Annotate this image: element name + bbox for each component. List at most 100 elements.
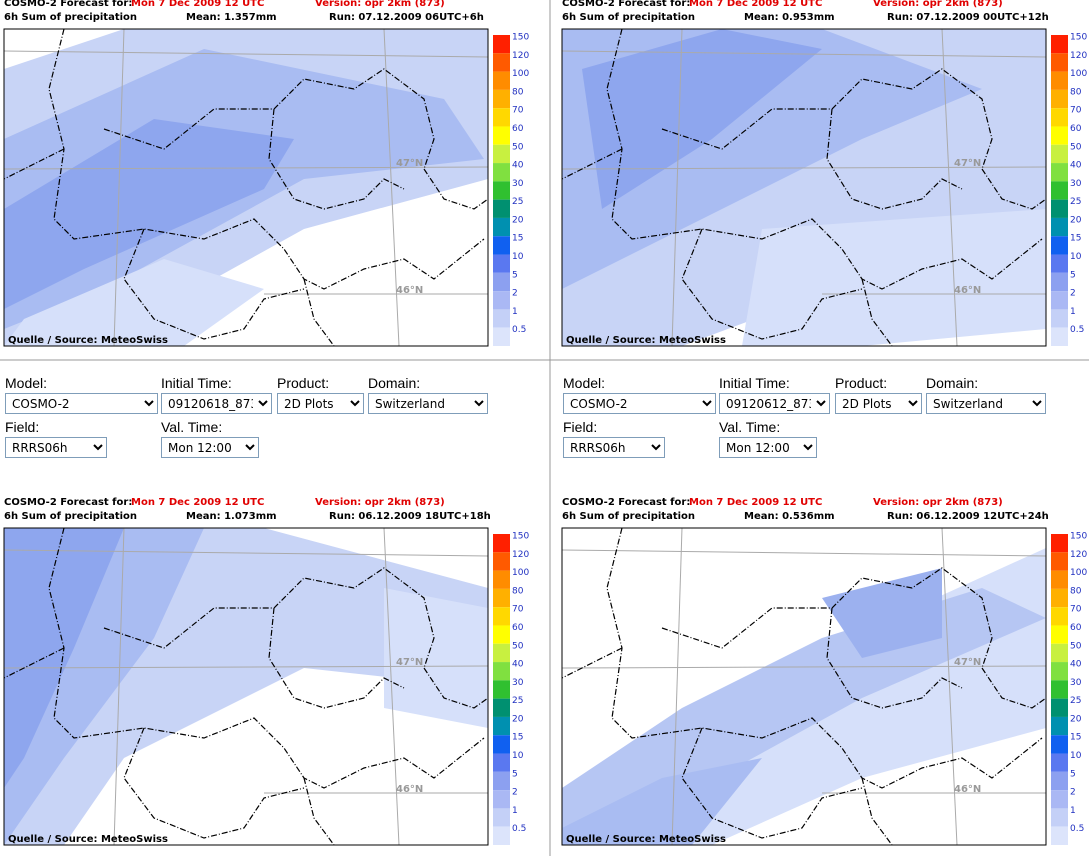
legend-label: 80 bbox=[1070, 87, 1082, 97]
legend-label: 30 bbox=[1070, 678, 1082, 688]
legend-swatch bbox=[1051, 291, 1068, 310]
source: Quelle / Source: MeteoSwiss bbox=[566, 834, 726, 845]
field-select[interactable]: 2D Plots bbox=[277, 393, 364, 414]
lat-label: 46°N bbox=[954, 285, 981, 296]
grid-line bbox=[562, 50, 1046, 58]
forecast-panel: COSMO-2 Forecast for:Mon 7 Dec 2009 12 U… bbox=[561, 497, 1087, 846]
legend-label: 120 bbox=[512, 550, 529, 560]
legend-swatch bbox=[1051, 826, 1068, 845]
lat-label: 46°N bbox=[396, 285, 423, 296]
border bbox=[562, 647, 623, 679]
field-label: Field: bbox=[563, 419, 598, 435]
field-select[interactable]: RRRS06h bbox=[563, 437, 665, 458]
run: Run: 06.12.2009 18UTC+18h bbox=[329, 511, 491, 522]
legend-swatch bbox=[1051, 144, 1068, 164]
border bbox=[268, 108, 405, 210]
field-select[interactable]: 09120612_873 bbox=[719, 393, 830, 414]
legend-swatch bbox=[1051, 53, 1068, 72]
source: Quelle / Source: MeteoSwiss bbox=[566, 335, 726, 346]
legend-swatch bbox=[493, 35, 510, 54]
field-select[interactable]: 09120618_873 bbox=[161, 393, 272, 414]
field-select[interactable]: Mon 12:00 bbox=[719, 437, 817, 458]
field-select[interactable]: RRRS06h bbox=[5, 437, 107, 458]
legend-label: 5 bbox=[1070, 769, 1076, 779]
field-label: Val. Time: bbox=[719, 419, 781, 435]
map: 47°N 46°N Quelle / Source: MeteoSwiss bbox=[562, 528, 1046, 845]
legend-label: 50 bbox=[1070, 142, 1082, 152]
legend-label: 15 bbox=[512, 733, 523, 743]
legend-swatch bbox=[1051, 327, 1068, 346]
legend-swatch bbox=[493, 108, 510, 127]
field-select[interactable]: COSMO-2 bbox=[5, 393, 158, 414]
field-select[interactable]: COSMO-2 bbox=[563, 393, 716, 414]
legend-label: 5 bbox=[1070, 270, 1076, 280]
legend-label: 25 bbox=[1070, 197, 1081, 207]
legend-swatch bbox=[1051, 272, 1068, 292]
legend-swatch bbox=[1051, 570, 1068, 589]
legend-swatch bbox=[493, 625, 510, 644]
field-label: Product: bbox=[277, 375, 330, 391]
legend-swatch bbox=[493, 53, 510, 72]
lat-label: 47°N bbox=[954, 657, 981, 668]
legend-label: 150 bbox=[1070, 33, 1087, 43]
mean: Mean: 1.073mm bbox=[186, 511, 277, 522]
legend-label: 60 bbox=[512, 124, 524, 134]
forecast-panel: COSMO-2 Forecast for:Mon 7 Dec 2009 12 U… bbox=[561, 0, 1087, 347]
forecast-time: Mon 7 Dec 2009 12 UTC bbox=[131, 497, 264, 508]
legend-swatch bbox=[1051, 552, 1068, 571]
field-select[interactable]: Mon 12:00 bbox=[161, 437, 259, 458]
forecast-time: Mon 7 Dec 2009 12 UTC bbox=[689, 497, 822, 508]
legend-label: 2 bbox=[1070, 788, 1076, 798]
field-select[interactable]: Switzerland bbox=[368, 393, 488, 414]
map-frame bbox=[561, 527, 1047, 846]
grid-line bbox=[562, 665, 1046, 669]
field-label: Val. Time: bbox=[161, 419, 223, 435]
run: Run: 07.12.2009 06UTC+6h bbox=[329, 12, 484, 23]
legend-swatch bbox=[1051, 662, 1068, 681]
forecast-label: COSMO-2 Forecast for: bbox=[562, 497, 690, 508]
legend-swatch bbox=[493, 607, 510, 626]
legend-swatch bbox=[493, 291, 510, 310]
field-select[interactable]: 2D Plots bbox=[835, 393, 922, 414]
legend-label: 40 bbox=[512, 660, 524, 670]
border bbox=[562, 148, 623, 180]
border bbox=[48, 528, 485, 789]
legend-label: 1 bbox=[1070, 806, 1076, 816]
field-label: Product: bbox=[835, 375, 888, 391]
legend-swatch bbox=[493, 552, 510, 571]
product: 6h Sum of precipitation bbox=[4, 511, 137, 522]
border bbox=[123, 228, 305, 340]
selector-form: Model: COSMO-2 Initial Time: 09120618_873 Pr… bbox=[0, 0, 540, 458]
field-label: Initial Time: bbox=[161, 375, 232, 391]
map: 47°N 46°N Quelle / Source: MeteoSwiss bbox=[4, 29, 488, 346]
legend-label: 70 bbox=[1070, 605, 1082, 615]
legend-label: 30 bbox=[1070, 179, 1082, 189]
legend-swatch bbox=[1051, 716, 1068, 736]
grid-line bbox=[383, 528, 400, 845]
forecast-label: COSMO-2 Forecast for: bbox=[4, 0, 132, 9]
border bbox=[4, 647, 65, 679]
forecast-label: COSMO-2 Forecast for: bbox=[562, 0, 690, 9]
version: Version: opr 2km (873) bbox=[315, 0, 445, 9]
border bbox=[826, 108, 963, 210]
legend-label: 30 bbox=[512, 179, 524, 189]
mean: Mean: 0.536mm bbox=[744, 511, 835, 522]
field-label: Initial Time: bbox=[719, 375, 790, 391]
precip-area bbox=[582, 29, 822, 209]
legend-label: 15 bbox=[512, 234, 523, 244]
legend-swatch bbox=[493, 662, 510, 681]
run: Run: 06.12.2009 12UTC+24h bbox=[887, 511, 1049, 522]
precip-area bbox=[822, 568, 942, 658]
legend-label: 60 bbox=[512, 623, 524, 633]
field-select[interactable]: Switzerland bbox=[926, 393, 1046, 414]
legend-swatch bbox=[493, 698, 510, 717]
mean: Mean: 0.953mm bbox=[744, 12, 835, 23]
legend-swatch bbox=[1051, 735, 1068, 754]
product: 6h Sum of precipitation bbox=[4, 12, 137, 23]
field-label: Model: bbox=[563, 375, 606, 391]
legend-label: 0.5 bbox=[512, 325, 526, 335]
field-label: Domain: bbox=[368, 375, 421, 391]
legend-swatch bbox=[1051, 698, 1068, 717]
precip-area bbox=[4, 259, 264, 346]
